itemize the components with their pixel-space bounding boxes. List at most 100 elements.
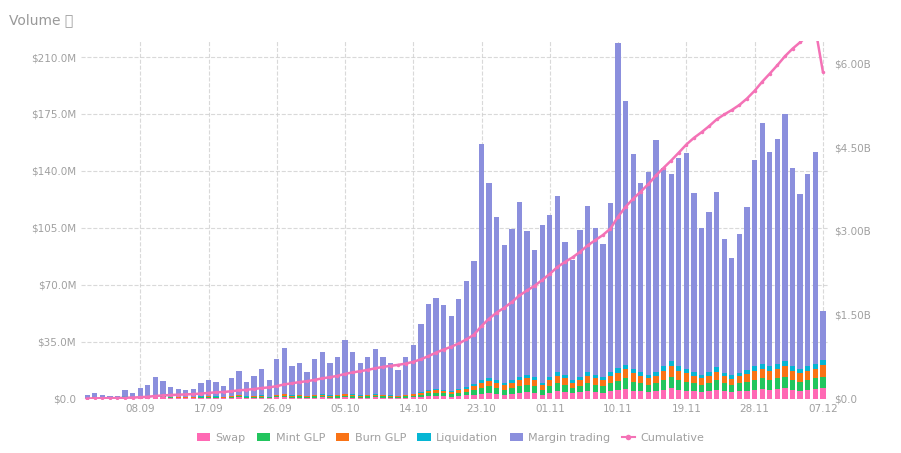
Bar	[205, 380, 211, 396]
Cumulative	[82, 396, 93, 401]
Bar	[479, 388, 484, 394]
Bar	[418, 397, 423, 399]
Bar	[274, 359, 279, 395]
Bar	[244, 382, 249, 396]
Bar	[790, 168, 796, 366]
Bar	[456, 299, 461, 389]
Bar	[585, 376, 590, 383]
Bar	[524, 378, 530, 385]
Bar	[820, 311, 825, 360]
Bar	[752, 371, 757, 380]
Bar	[661, 168, 666, 366]
Bar	[327, 398, 332, 399]
Bar	[373, 396, 378, 397]
Bar	[578, 392, 583, 399]
Bar	[608, 203, 614, 372]
Bar	[737, 376, 742, 383]
Bar	[638, 183, 643, 372]
Bar	[813, 369, 818, 378]
Bar	[760, 369, 765, 378]
Bar	[767, 371, 772, 380]
Bar	[676, 371, 681, 380]
Bar	[456, 393, 461, 396]
Bar	[449, 316, 454, 391]
Bar	[267, 381, 272, 397]
Bar	[790, 366, 796, 371]
Cumulative	[810, 25, 821, 31]
Bar	[282, 395, 287, 397]
Bar	[737, 391, 742, 399]
Bar	[396, 397, 401, 398]
Bar	[638, 391, 643, 399]
Bar	[259, 397, 264, 399]
Bar	[782, 361, 787, 366]
Bar	[433, 298, 439, 389]
Bar	[547, 215, 552, 377]
Bar	[782, 114, 787, 361]
Bar	[729, 375, 734, 379]
Bar	[744, 381, 750, 390]
Bar	[813, 152, 818, 364]
Bar	[153, 377, 158, 395]
Bar	[426, 393, 431, 396]
Bar	[744, 370, 750, 374]
Bar	[782, 388, 787, 399]
Bar	[669, 366, 674, 377]
Bar	[737, 234, 742, 373]
Bar	[623, 378, 628, 389]
Bar	[669, 377, 674, 388]
Bar	[608, 391, 614, 399]
Bar	[426, 391, 431, 393]
Bar	[305, 372, 310, 396]
Bar	[653, 372, 659, 376]
Bar	[691, 372, 696, 376]
Bar	[176, 397, 181, 398]
Bar	[752, 380, 757, 390]
Bar	[631, 154, 636, 369]
Bar	[722, 373, 727, 376]
Bar	[433, 389, 439, 390]
Bar	[608, 372, 614, 376]
Bar	[623, 389, 628, 399]
Bar	[123, 397, 128, 399]
Cumulative	[817, 69, 828, 74]
Bar	[471, 395, 477, 399]
Bar	[524, 385, 530, 392]
Bar	[198, 383, 204, 396]
Bar	[509, 394, 514, 399]
Bar	[342, 395, 348, 397]
Bar	[509, 229, 514, 380]
Bar	[562, 241, 568, 375]
Bar	[570, 394, 575, 399]
Bar	[191, 389, 196, 397]
Bar	[411, 395, 416, 397]
Bar	[479, 145, 484, 380]
Bar	[646, 385, 651, 392]
Bar	[797, 390, 803, 399]
Bar	[191, 398, 196, 399]
Bar	[365, 395, 370, 396]
Bar	[555, 391, 560, 399]
Bar	[691, 193, 696, 372]
Bar	[433, 396, 439, 399]
Bar	[797, 373, 803, 381]
Bar	[706, 391, 712, 399]
Bar	[729, 392, 734, 399]
Bar	[471, 384, 477, 386]
Bar	[373, 394, 378, 395]
Bar	[449, 396, 454, 399]
Bar	[296, 362, 302, 395]
Bar	[244, 398, 249, 399]
Bar	[805, 366, 810, 371]
Bar	[289, 396, 295, 397]
Bar	[744, 374, 750, 381]
Bar	[396, 396, 401, 397]
Bar	[205, 397, 211, 399]
Bar	[456, 389, 461, 390]
Bar	[373, 349, 378, 394]
Bar	[403, 397, 408, 399]
Bar	[214, 397, 219, 398]
Bar	[433, 393, 439, 396]
Bar	[729, 385, 734, 392]
Bar	[813, 364, 818, 369]
